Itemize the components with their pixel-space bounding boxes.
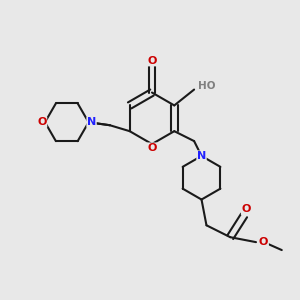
Text: O: O: [259, 237, 268, 247]
Text: HO: HO: [198, 81, 216, 91]
Text: O: O: [37, 117, 47, 127]
Text: N: N: [87, 117, 96, 127]
Text: O: O: [147, 56, 157, 66]
Text: O: O: [147, 143, 157, 153]
Text: N: N: [197, 151, 206, 161]
Text: O: O: [242, 204, 251, 214]
